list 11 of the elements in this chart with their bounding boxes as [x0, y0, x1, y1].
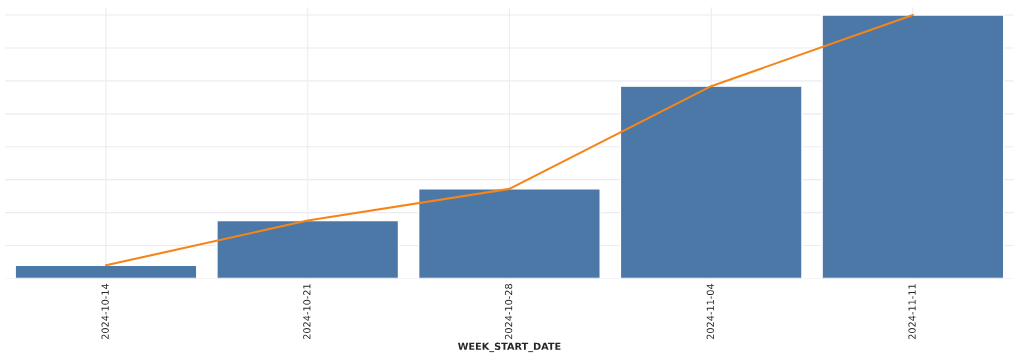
x-tick-label: 2024-11-11 [908, 284, 916, 340]
x-tick-label: 2024-10-28 [504, 283, 513, 340]
x-tick-label: 2024-10-14 [101, 283, 109, 340]
bar [417, 188, 601, 279]
bar [14, 264, 198, 279]
x-axis-title: WEEK_START_DATE [458, 342, 561, 353]
x-tick-label: 2024-11-04 [706, 283, 714, 340]
x-tick-label: 2024-10-21 [303, 284, 311, 340]
bar [216, 219, 400, 279]
bar [821, 14, 1005, 279]
bar [619, 85, 803, 279]
